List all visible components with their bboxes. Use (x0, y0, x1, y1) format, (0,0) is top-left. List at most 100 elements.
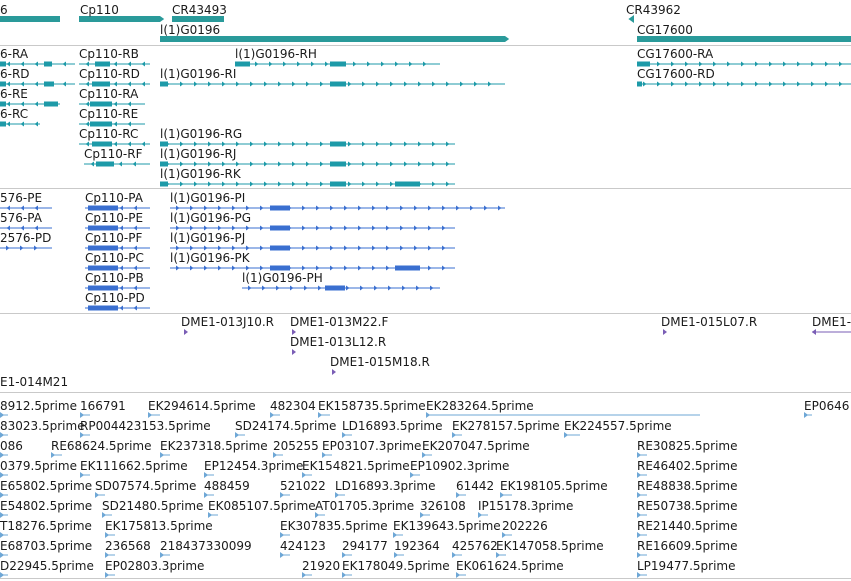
protein-label[interactable]: l(1)G0196-PG (170, 211, 252, 225)
est-label[interactable]: EK237318.5prime (160, 439, 268, 453)
transcript-label[interactable]: Cp110-RF (84, 147, 143, 161)
protein-label[interactable]: Cp110-PD (85, 291, 145, 305)
clone-label[interactable]: E1-014M21 (0, 375, 69, 389)
transcript-label[interactable]: CG17600-RD (637, 67, 715, 81)
est-label[interactable]: AT01705.3prime (315, 499, 415, 513)
est-label[interactable]: RE48838.5prime (637, 479, 738, 493)
est-label[interactable]: 0379.5prime (0, 459, 77, 473)
est-label[interactable]: 482304 (270, 399, 316, 413)
est-label[interactable]: 61442 (456, 479, 495, 493)
est-label[interactable]: EK178049.5prime (342, 559, 450, 573)
est-label[interactable]: EK198105.5prime (500, 479, 608, 493)
protein-label[interactable]: l(1)G0196-PK (170, 251, 250, 265)
protein-label[interactable]: Cp110-PA (85, 191, 143, 205)
gene-label[interactable]: l(1)G0196 (160, 23, 221, 37)
transcript-label[interactable]: l(1)G0196-RI (160, 67, 237, 81)
clone-label[interactable]: DME1-013J10.R (181, 315, 275, 329)
est-label[interactable]: EK278157.5prime (452, 419, 560, 433)
protein-label[interactable]: Cp110-PB (85, 271, 144, 285)
gene-label[interactable]: CR43493 (172, 3, 227, 17)
est-label[interactable]: EK061624.5prime (456, 559, 564, 573)
transcript-label[interactable]: Cp110-RA (79, 87, 139, 101)
est-label[interactable]: EP03107.3prime (322, 439, 422, 453)
est-label[interactable]: 21920 (302, 559, 341, 573)
est-label[interactable]: EK154821.5prime (302, 459, 410, 473)
est-label[interactable]: 521022 (280, 479, 326, 493)
protein-label[interactable]: Cp110-PF (85, 231, 143, 245)
est-label[interactable]: T18276.5prime (0, 519, 92, 533)
gene-label[interactable]: 6 (0, 3, 8, 17)
est-label[interactable]: LP19477.5prime (637, 559, 736, 573)
transcript-label[interactable]: Cp110-RB (79, 47, 139, 61)
est-label[interactable]: LD16893.5prime (342, 419, 443, 433)
protein-label[interactable]: l(1)G0196-PJ (170, 231, 246, 245)
transcript-label[interactable]: l(1)G0196-RH (235, 47, 317, 61)
transcript-label[interactable]: 6-RD (0, 67, 30, 81)
protein-label[interactable]: 576-PE (0, 191, 43, 205)
transcript-label[interactable]: Cp110-RD (79, 67, 140, 81)
gene-label[interactable]: CR43962 (626, 3, 681, 17)
est-label[interactable]: RE16609.5prime (637, 539, 738, 553)
est-label[interactable]: 425762 (452, 539, 498, 553)
est-label[interactable]: 488459 (204, 479, 250, 493)
clone-label[interactable]: DME1-015M18.R (330, 355, 430, 369)
transcript-label[interactable]: l(1)G0196-RJ (160, 147, 237, 161)
gene-label[interactable]: CG17600 (637, 23, 693, 37)
est-label[interactable]: RE46402.5prime (637, 459, 738, 473)
est-label[interactable]: EK158735.5prime (318, 399, 426, 413)
protein-label[interactable]: Cp110-PE (85, 211, 144, 225)
est-label[interactable]: 202226 (502, 519, 548, 533)
transcript-label[interactable]: 6-RA (0, 47, 29, 61)
est-label[interactable]: D22945.5prime (0, 559, 94, 573)
clone-label[interactable]: DME1- (812, 315, 851, 329)
est-label[interactable]: RE30825.5prime (637, 439, 738, 453)
est-label[interactable]: E54802.5prime (0, 499, 93, 513)
est-label[interactable]: LD16893.3prime (335, 479, 436, 493)
clone-label[interactable]: DME1-013L12.R (290, 335, 387, 349)
est-label[interactable]: 192364 (394, 539, 440, 553)
est-label[interactable]: EK307835.5prime (280, 519, 388, 533)
est-label[interactable]: EK283264.5prime (426, 399, 534, 413)
est-label[interactable]: EK224557.5prime (564, 419, 672, 433)
est-label[interactable]: 83023.5prime (0, 419, 85, 433)
protein-label[interactable]: 576-PA (0, 211, 42, 225)
est-label[interactable]: EK175813.5prime (105, 519, 213, 533)
transcript-label[interactable]: CG17600-RA (637, 47, 714, 61)
clone-label[interactable]: DME1-015L07.R (661, 315, 758, 329)
est-label[interactable]: 294177 (342, 539, 388, 553)
est-label[interactable]: IP15178.3prime (478, 499, 574, 513)
transcript-label[interactable]: Cp110-RE (79, 107, 139, 121)
protein-label[interactable]: 2576-PD (0, 231, 52, 245)
est-label[interactable]: EK139643.5prime (393, 519, 501, 533)
est-label[interactable]: EP0646 (804, 399, 850, 413)
est-label[interactable]: EP02803.3prime (105, 559, 205, 573)
est-label[interactable]: RE21440.5prime (637, 519, 738, 533)
est-label[interactable]: 8912.5prime (0, 399, 77, 413)
est-label[interactable]: 424123 (280, 539, 326, 553)
clone-label[interactable]: DME1-013M22.F (290, 315, 389, 329)
transcript-label[interactable]: l(1)G0196-RK (160, 167, 241, 181)
est-label[interactable]: 236568 (105, 539, 151, 553)
protein-label[interactable]: l(1)G0196-PI (170, 191, 246, 205)
est-label[interactable]: RE50738.5prime (637, 499, 738, 513)
est-label[interactable]: E68703.5prime (0, 539, 93, 553)
est-label[interactable]: 326108 (420, 499, 466, 513)
transcript-label[interactable]: Cp110-RC (79, 127, 139, 141)
est-label[interactable]: SD24174.5prime (235, 419, 337, 433)
est-label[interactable]: EP10902.3prime (410, 459, 510, 473)
transcript-label[interactable]: 6-RC (0, 107, 29, 121)
est-label[interactable]: EK294614.5prime (148, 399, 256, 413)
est-label[interactable]: EK085107.5prime (208, 499, 316, 513)
transcript-label[interactable]: l(1)G0196-RG (160, 127, 243, 141)
est-label[interactable]: EK207047.5prime (422, 439, 530, 453)
est-label[interactable]: 205255 (273, 439, 319, 453)
est-label[interactable]: 166791 (80, 399, 126, 413)
est-label[interactable]: 086 (0, 439, 23, 453)
est-label[interactable]: EP12454.3prime (204, 459, 304, 473)
est-label[interactable]: EK111662.5prime (80, 459, 188, 473)
transcript-label[interactable]: 6-RE (0, 87, 28, 101)
protein-label[interactable]: l(1)G0196-PH (242, 271, 323, 285)
protein-label[interactable]: Cp110-PC (85, 251, 144, 265)
est-label[interactable]: SD21480.5prime (102, 499, 204, 513)
est-label[interactable]: E65802.5prime (0, 479, 93, 493)
